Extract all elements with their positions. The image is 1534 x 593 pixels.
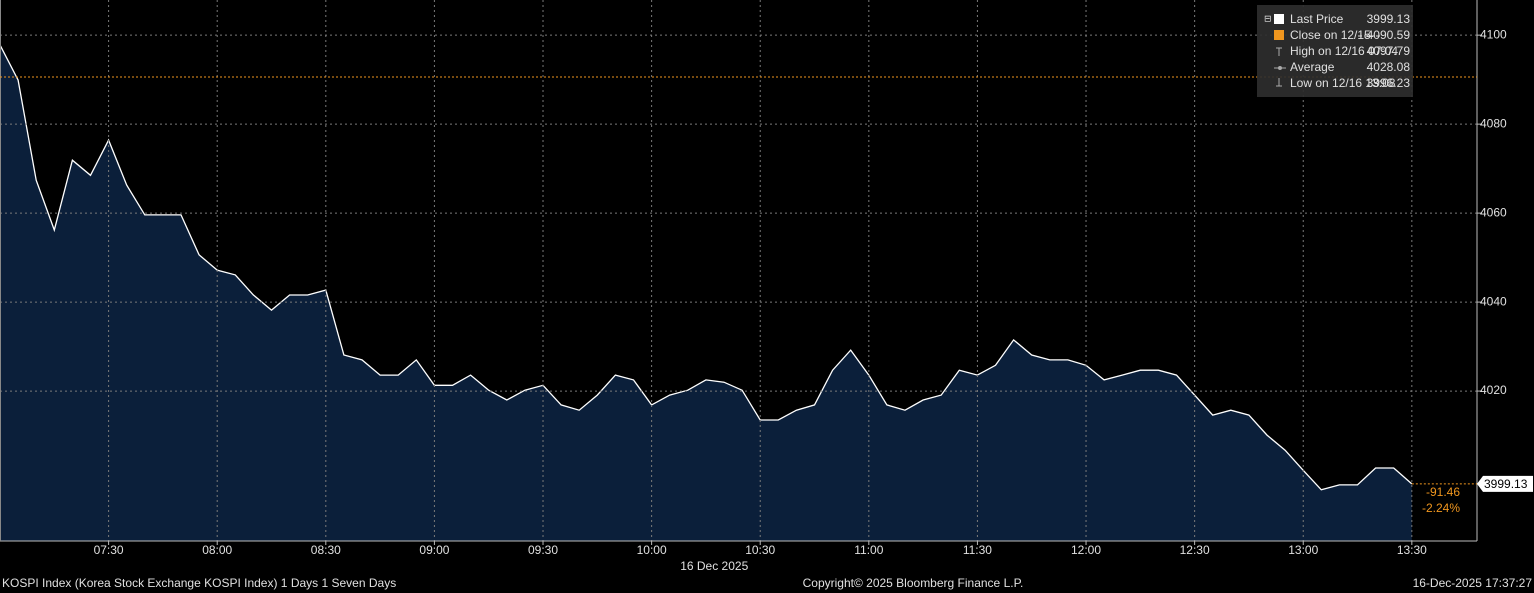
legend-label: Low on 12/16 13:08: [1290, 76, 1396, 90]
footer-right: 16-Dec-2025 17:37:27: [1413, 576, 1533, 590]
x-tick-label: 08:30: [311, 543, 341, 557]
date-label: 16 Dec 2025: [680, 559, 748, 573]
change: -91.46: [1426, 485, 1460, 499]
y-tick-label: 4040: [1480, 294, 1507, 308]
x-tick-label: 13:30: [1397, 543, 1427, 557]
x-tick-label: 09:00: [419, 543, 449, 557]
legend-swatch: [1274, 30, 1284, 40]
last-price-tag: [1477, 475, 1533, 492]
legend-label: High on 12/16 07:04: [1290, 44, 1398, 58]
footer-center: Copyright© 2025 Bloomberg Finance L.P.: [803, 576, 1024, 590]
footer-left: KOSPI Index (Korea Stock Exchange KOSPI …: [2, 576, 396, 590]
legend-collapse-icon: ⊟: [1264, 13, 1272, 23]
x-tick-label: 09:30: [528, 543, 558, 557]
x-tick-label: 11:30: [963, 543, 992, 557]
legend-swatch: [1274, 14, 1284, 24]
x-tick-label: 07:30: [94, 543, 124, 557]
x-tick-label: 10:30: [745, 543, 775, 557]
x-tick-label: 12:00: [1071, 543, 1101, 557]
legend-avg-icon: [1278, 66, 1282, 70]
legend-value: 4097.79: [1367, 44, 1411, 58]
legend-value: 4028.08: [1367, 60, 1411, 74]
x-tick-label: 13:00: [1288, 543, 1318, 557]
legend-label: Average: [1290, 60, 1335, 74]
y-tick-label: 4020: [1480, 383, 1507, 397]
x-tick-label: 08:00: [202, 543, 232, 557]
legend-value: 3999.13: [1367, 12, 1411, 26]
x-tick-label: 11:00: [854, 543, 883, 557]
legend-label: Close on 12/15: [1290, 28, 1371, 42]
legend-label: Last Price: [1290, 12, 1344, 26]
plot: 4020 4040 4060 4080 4100 07:30 08:00 08:30 09:00…: [0, 0, 1533, 557]
price-line: [0, 44, 1413, 491]
legend-low-icon: [1276, 78, 1282, 87]
last-price-label: 3999.13: [1484, 477, 1528, 491]
y-tick-label: 4100: [1480, 27, 1507, 41]
x-tick-label: 10:00: [637, 543, 667, 557]
x-tick-label: 12:30: [1180, 543, 1210, 557]
overlay: ⊟ Last Price 3999.13 Close on 12/154090.59…: [2, 5, 1532, 590]
legend-value: 3996.23: [1367, 76, 1411, 90]
change-percent: -2.24%: [1422, 501, 1460, 515]
area: [0, 44, 1412, 542]
legend-high-icon: [1276, 47, 1282, 56]
y-tick-label: 4060: [1480, 205, 1507, 219]
legend-value: 4090.59: [1367, 28, 1411, 42]
y-tick-label: 4080: [1480, 116, 1507, 130]
